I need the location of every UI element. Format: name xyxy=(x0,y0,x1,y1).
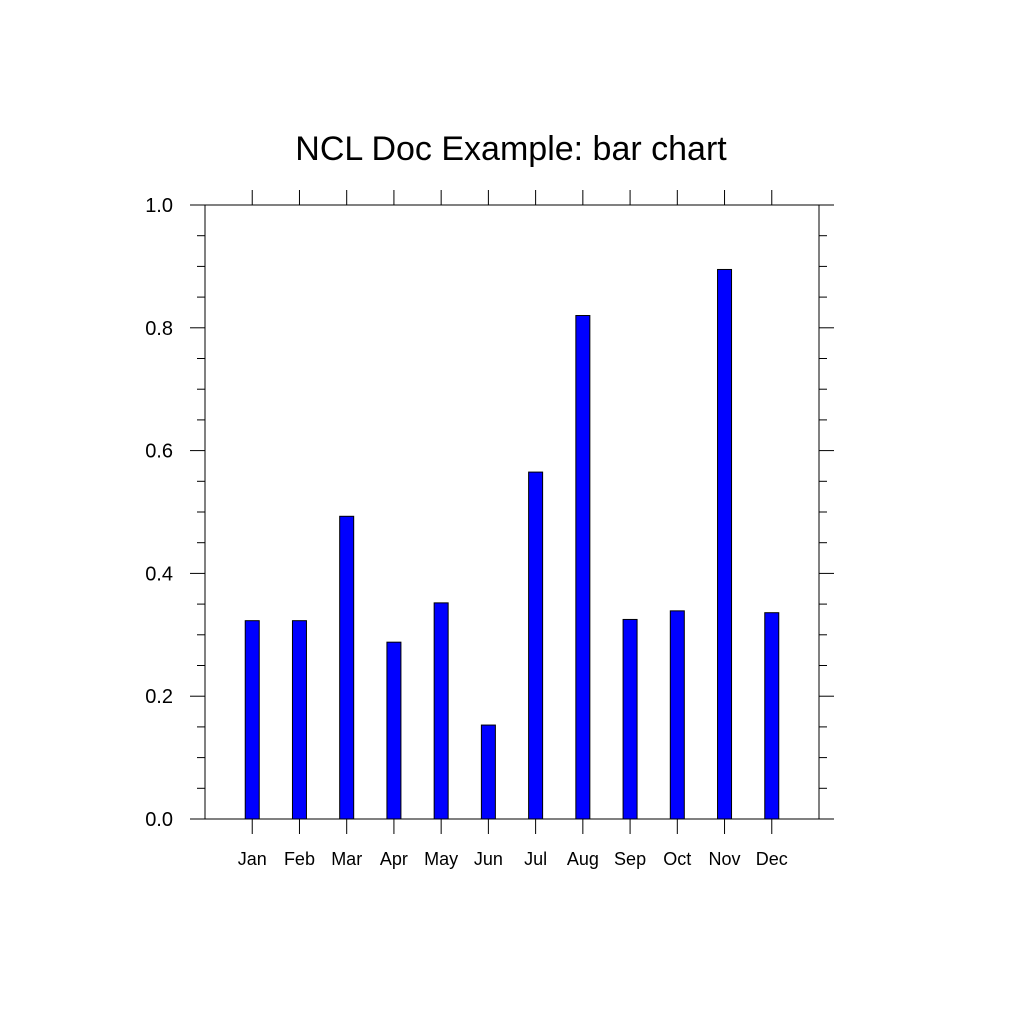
x-tick-label: Jun xyxy=(474,849,503,869)
bar-aug xyxy=(575,315,591,820)
x-tick-label: Feb xyxy=(284,849,315,869)
ticks-group xyxy=(190,190,834,834)
y-tick-label: 1.0 xyxy=(145,195,173,217)
x-tick-label: Jan xyxy=(238,849,267,869)
x-tick-label: Oct xyxy=(663,849,691,869)
bar-feb xyxy=(291,620,307,820)
bar-dec xyxy=(764,612,780,820)
x-tick-label: Sep xyxy=(614,849,646,869)
x-tick-label: May xyxy=(424,849,458,869)
x-tick-label: Dec xyxy=(756,849,788,869)
x-tick-label: Aug xyxy=(567,849,599,869)
bar-apr xyxy=(386,641,402,820)
bar-may xyxy=(433,602,449,820)
x-tick-label: Nov xyxy=(709,849,741,869)
y-tick-label: 0.2 xyxy=(145,686,173,708)
x-tick-label: Mar xyxy=(331,849,362,869)
bar-mar xyxy=(339,515,355,820)
bars-group xyxy=(244,268,780,820)
bar-jun xyxy=(480,724,496,820)
bar-nov xyxy=(717,268,733,820)
bar-jan xyxy=(244,620,260,820)
tick-labels-group: Jan Feb Mar Apr May Jun Jul Aug Sep Oct Nov Dec 0.0 0… xyxy=(145,195,788,869)
chart-title: NCL Doc Example: bar chart xyxy=(295,130,727,168)
bar-jul xyxy=(528,471,544,820)
y-tick-label: 0.6 xyxy=(145,441,173,463)
plot-frame xyxy=(204,204,820,820)
x-tick-label: Apr xyxy=(380,849,408,869)
bar-oct xyxy=(669,610,685,820)
y-tick-label: 0.0 xyxy=(145,809,173,831)
x-tick-label: Jul xyxy=(524,849,547,869)
y-tick-label: 0.4 xyxy=(145,563,173,585)
bar-sep xyxy=(622,618,638,820)
y-tick-label: 0.8 xyxy=(145,318,173,340)
